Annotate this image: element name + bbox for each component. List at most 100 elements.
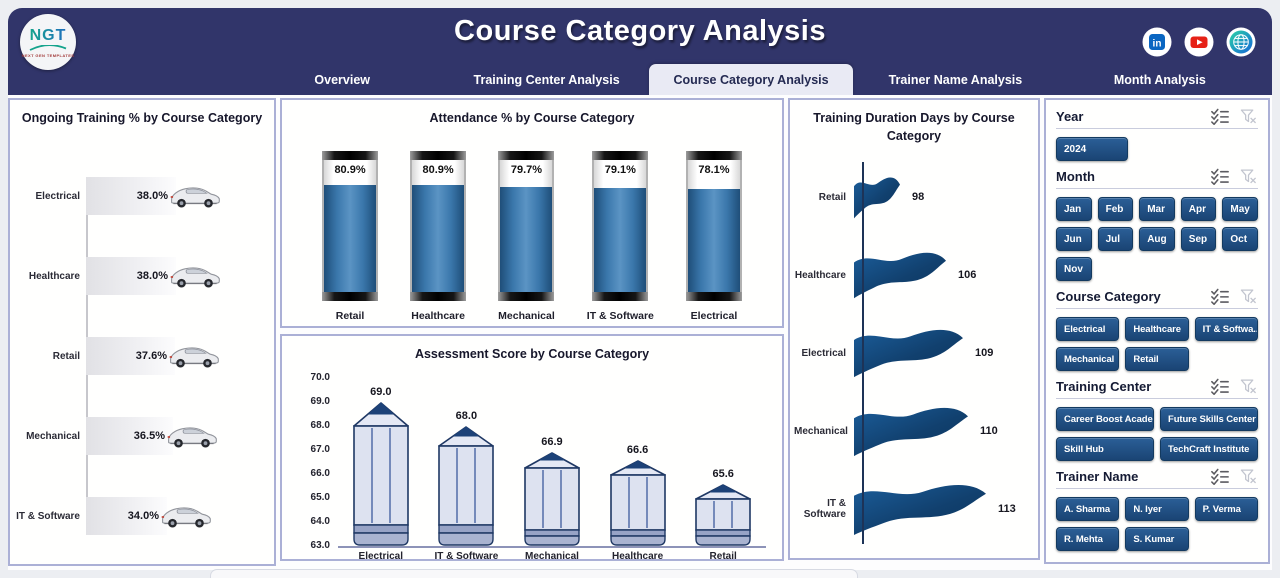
filter-option-jan[interactable]: Jan	[1056, 197, 1092, 221]
clear-filter-icon[interactable]	[1239, 378, 1258, 395]
filter-option-mar[interactable]: Mar	[1139, 197, 1175, 221]
y-tick-label: 68.0	[310, 420, 330, 431]
filter-option-skill-hub[interactable]: Skill Hub	[1056, 437, 1154, 461]
value-label: 98	[912, 191, 925, 203]
linkedin-icon[interactable]: in	[1142, 27, 1172, 57]
filter-option-p-verma[interactable]: P. Verma	[1194, 497, 1258, 521]
category-label: Electrical	[35, 190, 80, 202]
clear-filter-icon[interactable]	[1239, 288, 1258, 305]
value-label: 36.5%	[133, 430, 165, 442]
filter-option-mechanical[interactable]: Mechanical	[1056, 347, 1120, 371]
y-tick-label: 65.0	[310, 492, 330, 503]
chart-title: Training Duration Days by Course Categor…	[813, 111, 1015, 143]
ongoing-row: Retail 37.6%	[10, 316, 268, 396]
value-label: 69.0	[370, 386, 392, 398]
category-label: Retail	[335, 310, 365, 322]
clear-filter-icon[interactable]	[1239, 168, 1258, 185]
multiselect-icon[interactable]	[1210, 288, 1230, 305]
y-tick-label: 64.0	[310, 516, 330, 527]
category-label: Mechanical	[26, 430, 80, 442]
flag-icon	[854, 327, 963, 379]
panel-duration: Training Duration Days by Course Categor…	[788, 98, 1040, 560]
filter-header-icons	[1210, 288, 1258, 305]
filter-header-icons	[1210, 468, 1258, 485]
y-tick-label: 69.0	[310, 396, 330, 407]
multiselect-icon[interactable]	[1210, 168, 1230, 185]
pencil-columns: 69.0 68.0 66.9 66.6 65.6	[338, 368, 766, 546]
bar-track: 37.6%	[86, 337, 268, 375]
filter-option-future-skills-center[interactable]: Future Skills Center	[1160, 407, 1258, 431]
filter-option-may[interactable]: May	[1222, 197, 1258, 221]
category-label: IT & Software	[586, 310, 654, 322]
battery-cap-top	[322, 151, 379, 160]
tab-overview[interactable]: Overview	[314, 72, 370, 87]
clear-filter-icon[interactable]	[1239, 468, 1258, 485]
filter-section-year: Year 2024	[1056, 108, 1258, 161]
battery-column: 79.1% IT & Software	[587, 151, 654, 322]
filter-option-sep[interactable]: Sep	[1180, 227, 1217, 251]
filter-option-it-softwa[interactable]: IT & Softwa...	[1194, 317, 1258, 341]
tab-trainer-name-analysis[interactable]: Trainer Name Analysis	[888, 72, 1023, 87]
filter-option-electrical[interactable]: Electrical	[1056, 317, 1120, 341]
filter-option-retail[interactable]: Retail	[1125, 347, 1189, 371]
battery-cap-bottom	[685, 292, 742, 301]
x-axis-line	[338, 546, 766, 548]
tab-training-center-analysis[interactable]: Training Center Analysis	[473, 72, 620, 87]
filter-option-n-iyer[interactable]: N. Iyer	[1125, 497, 1189, 521]
clear-filter-icon[interactable]	[1239, 108, 1258, 125]
dashboard: NGT NEXT GEN TEMPLATES Course Category A…	[8, 8, 1272, 570]
tab-month-analysis[interactable]: Month Analysis	[1113, 72, 1206, 87]
filter-option-techcraft-institute[interactable]: TechCraft Institute	[1160, 437, 1258, 461]
value-label: 79.1%	[604, 164, 636, 176]
value-label: 38.0%	[136, 270, 168, 282]
filter-option-oct[interactable]: Oct	[1222, 227, 1258, 251]
pencil-column: 68.0	[424, 368, 510, 546]
main-area: Ongoing Training % by Course Category El…	[8, 95, 1272, 570]
pencil-bar	[609, 460, 667, 546]
value-label: 38.0%	[136, 190, 168, 202]
filter-option-feb[interactable]: Feb	[1097, 197, 1134, 221]
filter-option-jul[interactable]: Jul	[1097, 227, 1134, 251]
battery-cap-bottom	[410, 292, 467, 301]
tab-course-category-analysis[interactable]: Course Category Analysis	[648, 64, 854, 95]
filter-option-career-boost-acade[interactable]: Career Boost Acade...	[1056, 407, 1154, 431]
filter-option-jun[interactable]: Jun	[1056, 227, 1092, 251]
value-label: 37.6%	[135, 350, 167, 362]
flag-row: Mechanical 110	[794, 392, 1034, 470]
car-icon	[168, 261, 222, 291]
logo-swoosh-icon	[29, 44, 67, 51]
filter-option-apr[interactable]: Apr	[1180, 197, 1217, 221]
filter-option-nov[interactable]: Nov	[1056, 257, 1092, 281]
chart-title: Assessment Score by Course Category	[414, 347, 650, 361]
battery-bar: 80.9%	[410, 151, 467, 301]
pencil-column: 66.6	[595, 368, 681, 546]
value-label: 78.1%	[698, 164, 730, 176]
flag-row: Retail 98	[794, 158, 1034, 236]
filter-option-healthcare[interactable]: Healthcare	[1125, 317, 1189, 341]
battery-fill	[500, 187, 553, 292]
multiselect-icon[interactable]	[1210, 108, 1230, 125]
globe-icon[interactable]	[1226, 27, 1256, 57]
pencil-column: 66.9	[509, 368, 595, 546]
filter-title: Training Center	[1056, 379, 1152, 394]
value-label: 66.9	[541, 436, 563, 448]
filter-option-s-kumar[interactable]: S. Kumar	[1125, 527, 1189, 551]
value-label: 109	[975, 347, 994, 359]
bar-track: 36.5%	[86, 417, 268, 455]
filter-option-r-mehta[interactable]: R. Mehta	[1056, 527, 1120, 551]
assessment-score-chart: 70.0 69.0 68.0 67.0 66.0 65.0 64.0 63.0 69.0 68.0…	[292, 368, 772, 562]
filter-title: Course Category	[1056, 289, 1161, 304]
category-label: Retail	[709, 551, 737, 562]
multiselect-icon[interactable]	[1210, 378, 1230, 395]
ongoing-row: IT & Software 34.0%	[10, 476, 268, 556]
filter-option-aug[interactable]: Aug	[1139, 227, 1175, 251]
value-label: 68.0	[455, 410, 478, 422]
category-label: IT & Software	[803, 498, 846, 520]
youtube-icon[interactable]	[1184, 27, 1214, 57]
car-icon	[159, 501, 213, 531]
multiselect-icon[interactable]	[1210, 468, 1230, 485]
panel-ongoing-training: Ongoing Training % by Course Category El…	[8, 98, 276, 566]
filter-option-2024[interactable]: 2024	[1056, 137, 1128, 161]
filter-option-a-sharma[interactable]: A. Sharma	[1056, 497, 1120, 521]
